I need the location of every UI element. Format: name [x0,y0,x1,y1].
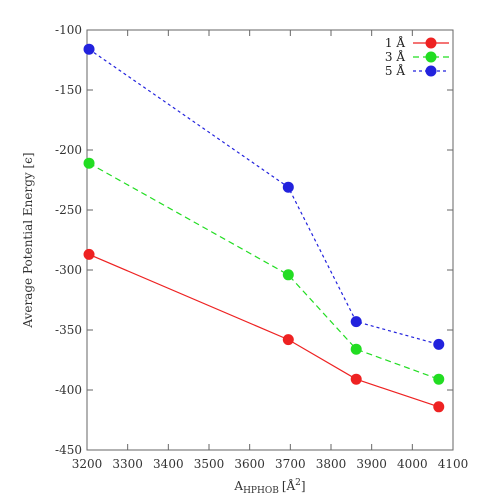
data-point [350,373,362,385]
legend-label: 1 Å [385,35,405,50]
data-point [433,373,445,385]
y-axis-title: Average Potential Energy [ϵ] [21,152,35,328]
data-point [433,401,445,413]
series-layer [83,43,445,413]
data-point [350,343,362,355]
legend-label: 5 Å [385,63,405,78]
x-axis-title-sub: HPHOB [243,486,279,496]
y-tick-label: -300 [55,263,82,277]
legend-marker [425,51,437,63]
x-tick-label: 3800 [316,457,347,471]
series-3 [83,43,445,350]
series-line [88,162,439,380]
data-point [282,334,294,346]
x-axis-title-unit: [Å [282,478,296,493]
data-point [282,181,294,193]
x-axis-title: AHPHOB [Å2] [233,478,305,496]
series-line [88,253,439,408]
legend-label: 3 Å [385,49,405,64]
data-point [83,43,95,55]
data-point [83,248,95,260]
y-tick-label: -250 [55,203,82,217]
x-axis-title-sup: 2 [295,478,301,488]
x-tick-label: 4000 [397,457,428,471]
series-1 [83,248,445,413]
x-tick-label: 3600 [234,457,265,471]
x-tick-label: 3500 [194,457,225,471]
x-axis-title-close: ] [301,479,306,493]
y-tick-label: -200 [55,143,82,157]
y-tick-label: -350 [55,323,82,337]
x-tick-label: 3300 [112,457,143,471]
x-tick-label: 3700 [275,457,306,471]
data-point [433,338,445,350]
data-point [350,316,362,328]
y-tick-label: -100 [55,23,82,37]
y-tick-label: -150 [55,83,82,97]
legend: 1 Å3 Å5 Å [385,35,449,78]
y-tick-label: -450 [55,443,82,457]
x-tick-label: 4100 [438,457,469,471]
data-point [83,157,95,169]
x-axis-title-main: A [233,479,243,493]
legend-marker [425,37,437,49]
plot-frame [86,29,454,451]
legend-marker [425,65,437,77]
x-tick-label: 3200 [72,457,103,471]
axis-ticks: 3200 3300 3400 3500 3600 3700 3800 3900 4000 4100… [55,23,468,471]
data-point [282,269,294,281]
series-2 [83,157,445,385]
y-tick-label: -400 [55,383,82,397]
series-line [88,48,439,345]
x-tick-label: 3900 [356,457,387,471]
x-tick-label: 3400 [153,457,184,471]
